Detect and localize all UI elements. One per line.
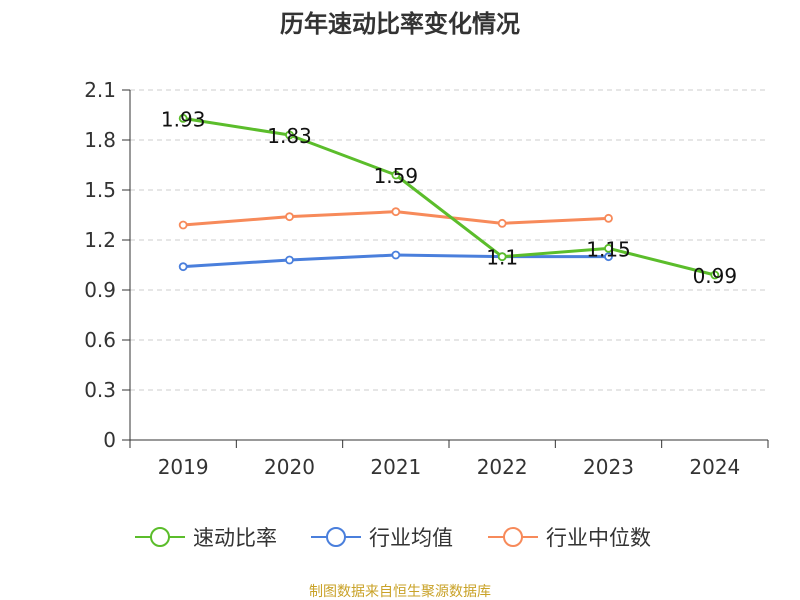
x-tick-label: 2024 xyxy=(689,455,740,479)
data-point[interactable] xyxy=(178,262,188,272)
data-point[interactable] xyxy=(497,218,507,228)
x-tick-label: 2022 xyxy=(477,455,528,479)
x-tick-label: 2020 xyxy=(264,455,315,479)
legend-marker xyxy=(326,527,346,547)
legend[interactable]: 速动比率 行业均值 行业中位数 xyxy=(135,526,651,550)
y-tick-label: 0.6 xyxy=(84,328,116,352)
y-tick-label: 2.1 xyxy=(84,78,116,102)
data-point[interactable] xyxy=(285,255,294,265)
legend-item[interactable]: 行业均值 xyxy=(311,526,453,550)
data-point[interactable] xyxy=(178,220,188,230)
x-tick-label: 2019 xyxy=(158,455,209,479)
data-point[interactable] xyxy=(391,207,401,217)
data-point[interactable] xyxy=(710,270,720,280)
chart-title: 历年速动比率变化情况 xyxy=(280,10,520,38)
data-point[interactable] xyxy=(497,252,507,262)
data-label: 0.99 xyxy=(693,264,738,288)
y-tick-label: 1.8 xyxy=(84,128,116,152)
data-label: 1.59 xyxy=(374,164,419,188)
data-point[interactable] xyxy=(178,113,188,123)
data-point[interactable] xyxy=(604,252,613,262)
y-tick-label: 1.5 xyxy=(84,178,116,202)
legend-marker xyxy=(150,527,170,547)
x-tick-label: 2021 xyxy=(370,455,421,479)
data-label: 1.1 xyxy=(486,246,518,270)
series-layer xyxy=(178,113,720,280)
data-label: 1.83 xyxy=(267,124,312,148)
legend-label: 行业均值 xyxy=(369,526,453,550)
data-point[interactable] xyxy=(391,170,401,180)
series-line-0 xyxy=(182,116,716,277)
data-label: 1.93 xyxy=(161,107,206,131)
data-point[interactable] xyxy=(285,130,294,140)
data-point[interactable] xyxy=(604,243,613,253)
data-point[interactable] xyxy=(604,213,613,223)
data-point[interactable] xyxy=(391,250,401,260)
legend-item[interactable]: 速动比率 xyxy=(135,526,277,550)
source-note: 制图数据来自恒生聚源数据库 xyxy=(309,584,491,600)
legend-label: 速动比率 xyxy=(193,526,277,550)
grid xyxy=(130,89,768,391)
x-tick-label: 2023 xyxy=(583,455,634,479)
y-tick-label: 0 xyxy=(103,428,116,452)
legend-label: 行业中位数 xyxy=(546,526,651,550)
y-tick-label: 0.9 xyxy=(84,278,116,302)
axes: 0 0.3 0.6 0.9 1.2 1.5 1.8 2.1 2019 2020 2021 2022 20… xyxy=(84,78,769,479)
data-point[interactable] xyxy=(285,212,294,222)
data-labels: 1.93 1.83 1.59 1.1 1.15 0.99 xyxy=(161,107,737,288)
y-tick-label: 0.3 xyxy=(84,378,116,402)
y-tick-label: 1.2 xyxy=(84,228,116,252)
legend-marker xyxy=(503,527,523,547)
legend-item[interactable]: 行业中位数 xyxy=(488,526,651,550)
data-label: 1.15 xyxy=(586,237,631,261)
